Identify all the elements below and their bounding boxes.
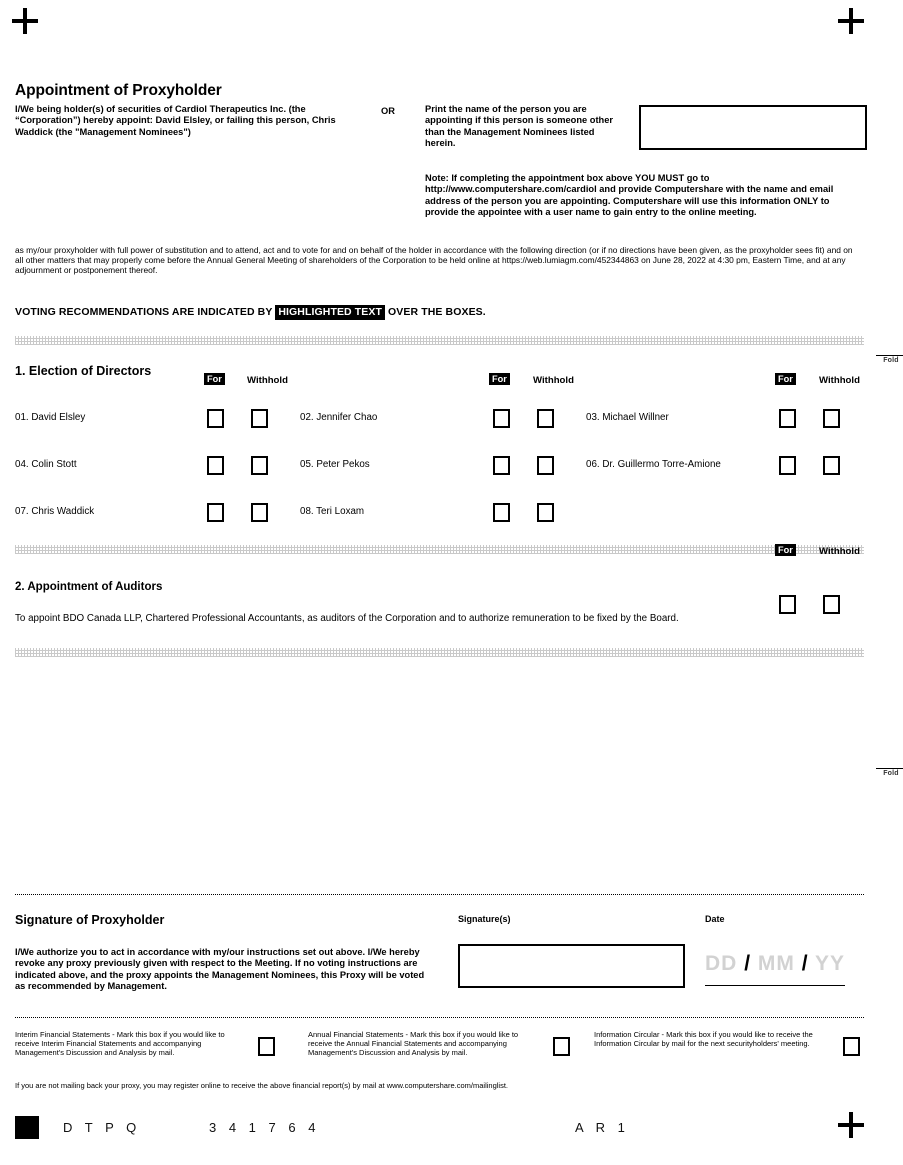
mailings-footnote: If you are not mailing back your proxy, … bbox=[15, 1081, 508, 1090]
date-dd-placeholder: DD bbox=[705, 952, 738, 975]
date-separator-1: / bbox=[744, 952, 752, 975]
form-code: D T P Q bbox=[63, 1120, 141, 1135]
item1-col3-for-header: For bbox=[775, 373, 796, 385]
nominee-08-for-checkbox[interactable] bbox=[493, 503, 510, 522]
interim-statements-label: Interim Financial Statements - Mark this… bbox=[15, 1030, 225, 1058]
registration-cross-top-right bbox=[838, 8, 864, 34]
fold-rule bbox=[876, 768, 903, 769]
nominee-02-for-checkbox[interactable] bbox=[493, 409, 510, 428]
fold-rule bbox=[876, 355, 903, 356]
item1-heading: 1. Election of Directors bbox=[15, 364, 152, 378]
nominee-label-07: 07. Chris Waddick bbox=[15, 506, 95, 517]
or-label: OR bbox=[381, 106, 395, 116]
nominee-05-withhold-checkbox[interactable] bbox=[537, 456, 554, 475]
signature-field-label: Signature(s) bbox=[458, 914, 511, 924]
registration-cross-top-left bbox=[12, 8, 38, 34]
nominee-label-02: 02. Jennifer Chao bbox=[300, 412, 378, 423]
nominee-label-05: 05. Peter Pekos bbox=[300, 459, 370, 470]
appointment-body: I/We being holder(s) of securities of Ca… bbox=[15, 104, 336, 137]
information-circular-checkbox[interactable] bbox=[843, 1037, 860, 1056]
signature-title: Signature of Proxyholder bbox=[15, 913, 165, 927]
annual-statements-checkbox[interactable] bbox=[553, 1037, 570, 1056]
interim-statements-checkbox[interactable] bbox=[258, 1037, 275, 1056]
item2-withhold-header: Withhold bbox=[819, 546, 860, 557]
nominee-label-03: 03. Michael Willner bbox=[586, 412, 669, 423]
date-mm-placeholder: MM bbox=[757, 952, 795, 975]
fold-mark-upper: Fold bbox=[876, 355, 903, 364]
nominee-label-08: 08. Teri Loxam bbox=[300, 506, 365, 517]
item1-col2-withhold-header: Withhold bbox=[533, 375, 574, 386]
nominee-06-for-checkbox[interactable] bbox=[779, 456, 796, 475]
recommendation-suffix: OVER THE BOXES. bbox=[388, 306, 486, 318]
mailings-section-divider bbox=[15, 1017, 864, 1018]
suffix-code: A R 1 bbox=[575, 1120, 630, 1135]
nominee-04-for-checkbox[interactable] bbox=[207, 456, 224, 475]
signature-section-divider bbox=[15, 894, 864, 895]
nominee-label-06: 06. Dr. Guillermo Torre-Amione bbox=[586, 459, 721, 470]
item2-for-checkbox[interactable] bbox=[779, 595, 796, 614]
date-yy-placeholder: YY bbox=[815, 952, 846, 975]
nominee-03-withhold-checkbox[interactable] bbox=[823, 409, 840, 428]
item1-col3-withhold-header: Withhold bbox=[819, 375, 860, 386]
appointment-note: Note: If completing the appointment box … bbox=[425, 173, 834, 218]
nominee-01-for-checkbox[interactable] bbox=[207, 409, 224, 428]
date-field-label: Date bbox=[705, 914, 725, 924]
signature-body: I/We authorize you to act in accordance … bbox=[15, 947, 425, 992]
item2-body: To appoint BDO Canada LLP, Chartered Pro… bbox=[15, 613, 679, 624]
authorization-paragraph: as my/our proxyholder with full power of… bbox=[15, 245, 853, 275]
for-label: For bbox=[775, 544, 796, 556]
item2-heading: 2. Appointment of Auditors bbox=[15, 581, 163, 593]
item2-withhold-checkbox[interactable] bbox=[823, 595, 840, 614]
nominee-07-for-checkbox[interactable] bbox=[207, 503, 224, 522]
item1-col1-for-header: For bbox=[204, 373, 225, 385]
fold-mark-lower: Fold bbox=[876, 768, 903, 777]
recommendation-prefix: VOTING RECOMMENDATIONS ARE INDICATED BY bbox=[15, 306, 273, 318]
date-separator-2: / bbox=[801, 952, 809, 975]
signature-input[interactable] bbox=[458, 944, 685, 988]
section-separator-1 bbox=[15, 336, 864, 345]
for-label: For bbox=[489, 373, 510, 385]
nominee-07-withhold-checkbox[interactable] bbox=[251, 503, 268, 522]
control-number: 3 4 1 7 6 4 bbox=[209, 1120, 320, 1135]
appointment-alt-instruction: Print the name of the person you are app… bbox=[425, 104, 614, 149]
fold-label: Fold bbox=[883, 770, 899, 777]
section-separator-3 bbox=[15, 648, 864, 657]
proxyholder-name-input[interactable] bbox=[639, 105, 867, 150]
nominee-label-01: 01. David Elsley bbox=[15, 412, 86, 423]
registration-cross-bottom-right bbox=[838, 1112, 864, 1138]
alignment-block bbox=[15, 1116, 39, 1139]
nominee-03-for-checkbox[interactable] bbox=[779, 409, 796, 428]
appointment-title: Appointment of Proxyholder bbox=[15, 82, 222, 99]
item2-for-header: For bbox=[775, 544, 796, 556]
information-circular-label: Information Circular - Mark this box if … bbox=[594, 1030, 813, 1049]
recommendation-highlight: HIGHLIGHTED TEXT bbox=[275, 305, 385, 320]
item1-col2-for-header: For bbox=[489, 373, 510, 385]
nominee-08-withhold-checkbox[interactable] bbox=[537, 503, 554, 522]
nominee-05-for-checkbox[interactable] bbox=[493, 456, 510, 475]
date-underline bbox=[705, 985, 845, 986]
date-input[interactable]: DD / MM / YY bbox=[705, 952, 845, 976]
for-label: For bbox=[775, 373, 796, 385]
nominee-01-withhold-checkbox[interactable] bbox=[251, 409, 268, 428]
item1-col1-withhold-header: Withhold bbox=[247, 375, 288, 386]
nominee-06-withhold-checkbox[interactable] bbox=[823, 456, 840, 475]
for-label: For bbox=[204, 373, 225, 385]
fold-label: Fold bbox=[883, 357, 899, 364]
nominee-label-04: 04. Colin Stott bbox=[15, 459, 77, 470]
annual-statements-label: Annual Financial Statements - Mark this … bbox=[308, 1030, 519, 1058]
voting-recommendation-line: VOTING RECOMMENDATIONS ARE INDICATED BY … bbox=[15, 305, 486, 320]
nominee-02-withhold-checkbox[interactable] bbox=[537, 409, 554, 428]
nominee-04-withhold-checkbox[interactable] bbox=[251, 456, 268, 475]
section-separator-2 bbox=[15, 545, 864, 554]
